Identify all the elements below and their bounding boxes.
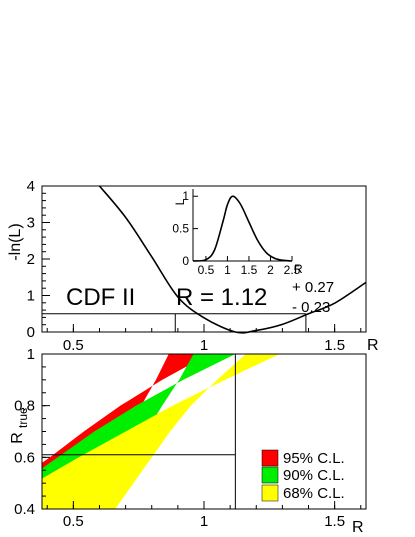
inset-y-axis-title: L [173, 198, 187, 205]
top-x-tick-label: 1 [200, 337, 208, 354]
bottom-y-tick-label: 1 [27, 346, 35, 363]
top-x-axis-title: R [367, 337, 379, 354]
inset-x-tick-label: 1 [224, 263, 231, 277]
inset-tick-labels: 0.5 1 1.5 2 2.5 0 0.5 1 [172, 189, 300, 277]
likelihood-inset: 0.5 1 1.5 2 2.5 0 0.5 1 L R [172, 189, 303, 277]
top-plot-frame [41, 185, 367, 333]
inset-y-tick-label: 0.5 [172, 222, 189, 236]
legend-label-68: 68% C.L. [283, 485, 345, 502]
inset-y-tick-label: 0 [182, 254, 189, 268]
bottom-y-tick-label: 0.8 [14, 398, 35, 415]
band-68-cl [42, 354, 280, 509]
top-x-tick-label: 0.5 [63, 337, 84, 354]
likelihood-curve [192, 195, 293, 262]
inset-x-tick-label: 2 [267, 263, 274, 277]
bottom-y-tick-label: 0.4 [14, 501, 35, 518]
error-plus-label: + 0.27 [292, 279, 334, 296]
neg-log-likelihood-curve [98, 185, 367, 334]
bottom-y-axis-title: R true [9, 407, 30, 444]
inset-y-tick-label: 1 [182, 189, 189, 203]
legend-swatch-68 [261, 484, 279, 502]
top-x-tick-label: 1.5 [324, 337, 345, 354]
top-axis-ticks [42, 185, 362, 333]
bottom-axis-ticks [42, 353, 362, 510]
bottom-x-tick-label: 0.5 [63, 513, 84, 530]
inset-x-tick-label: 0.5 [198, 263, 215, 277]
legend-label-95: 95% C.L. [283, 450, 345, 467]
top-y-tick-label: 1 [27, 288, 35, 305]
top-y-tick-label: 0 [27, 324, 35, 341]
legend-swatch-95 [261, 449, 279, 467]
likelihood-panel: 0.5 1 1.5 0 1 2 3 4 -ln(L) R CDF II R = 1.12 + … [7, 178, 379, 354]
error-minus-label: - 0.23 [292, 299, 330, 316]
bottom-y-axis-title-main: R [9, 432, 26, 444]
inset-x-tick-label: 2.5 [284, 263, 301, 277]
bottom-tick-labels: 0.5 1 1.5 0.4 0.6 0.8 1 [14, 346, 345, 530]
legend: 95% C.L. 90% C.L. 68% C.L. [261, 449, 345, 502]
inset-x-axis-title: R [294, 262, 303, 276]
bottom-y-tick-label: 0.6 [14, 449, 35, 466]
top-y-tick-label: 2 [27, 251, 35, 268]
bottom-y-axis-title-sub: true [16, 407, 30, 428]
result-label: R = 1.12 [176, 284, 267, 311]
inset-x-tick-label: 1.5 [241, 263, 258, 277]
confidence-band-panel: 0.5 1 1.5 0.4 0.6 0.8 1 R R true 95% C.L. 90% … [9, 346, 367, 536]
legend-label-90: 90% C.L. [283, 467, 345, 484]
bottom-x-tick-label: 1.5 [324, 513, 345, 530]
legend-swatch-90 [261, 466, 279, 484]
top-y-axis-title: -ln(L) [7, 223, 24, 260]
top-tick-labels: 0.5 1 1.5 0 1 2 3 4 [27, 178, 345, 354]
experiment-label: CDF II [66, 284, 135, 311]
top-y-tick-label: 3 [27, 215, 35, 232]
bottom-x-tick-label: 1 [200, 513, 208, 530]
bottom-x-axis-title: R [352, 519, 364, 536]
top-y-tick-label: 4 [27, 178, 35, 195]
